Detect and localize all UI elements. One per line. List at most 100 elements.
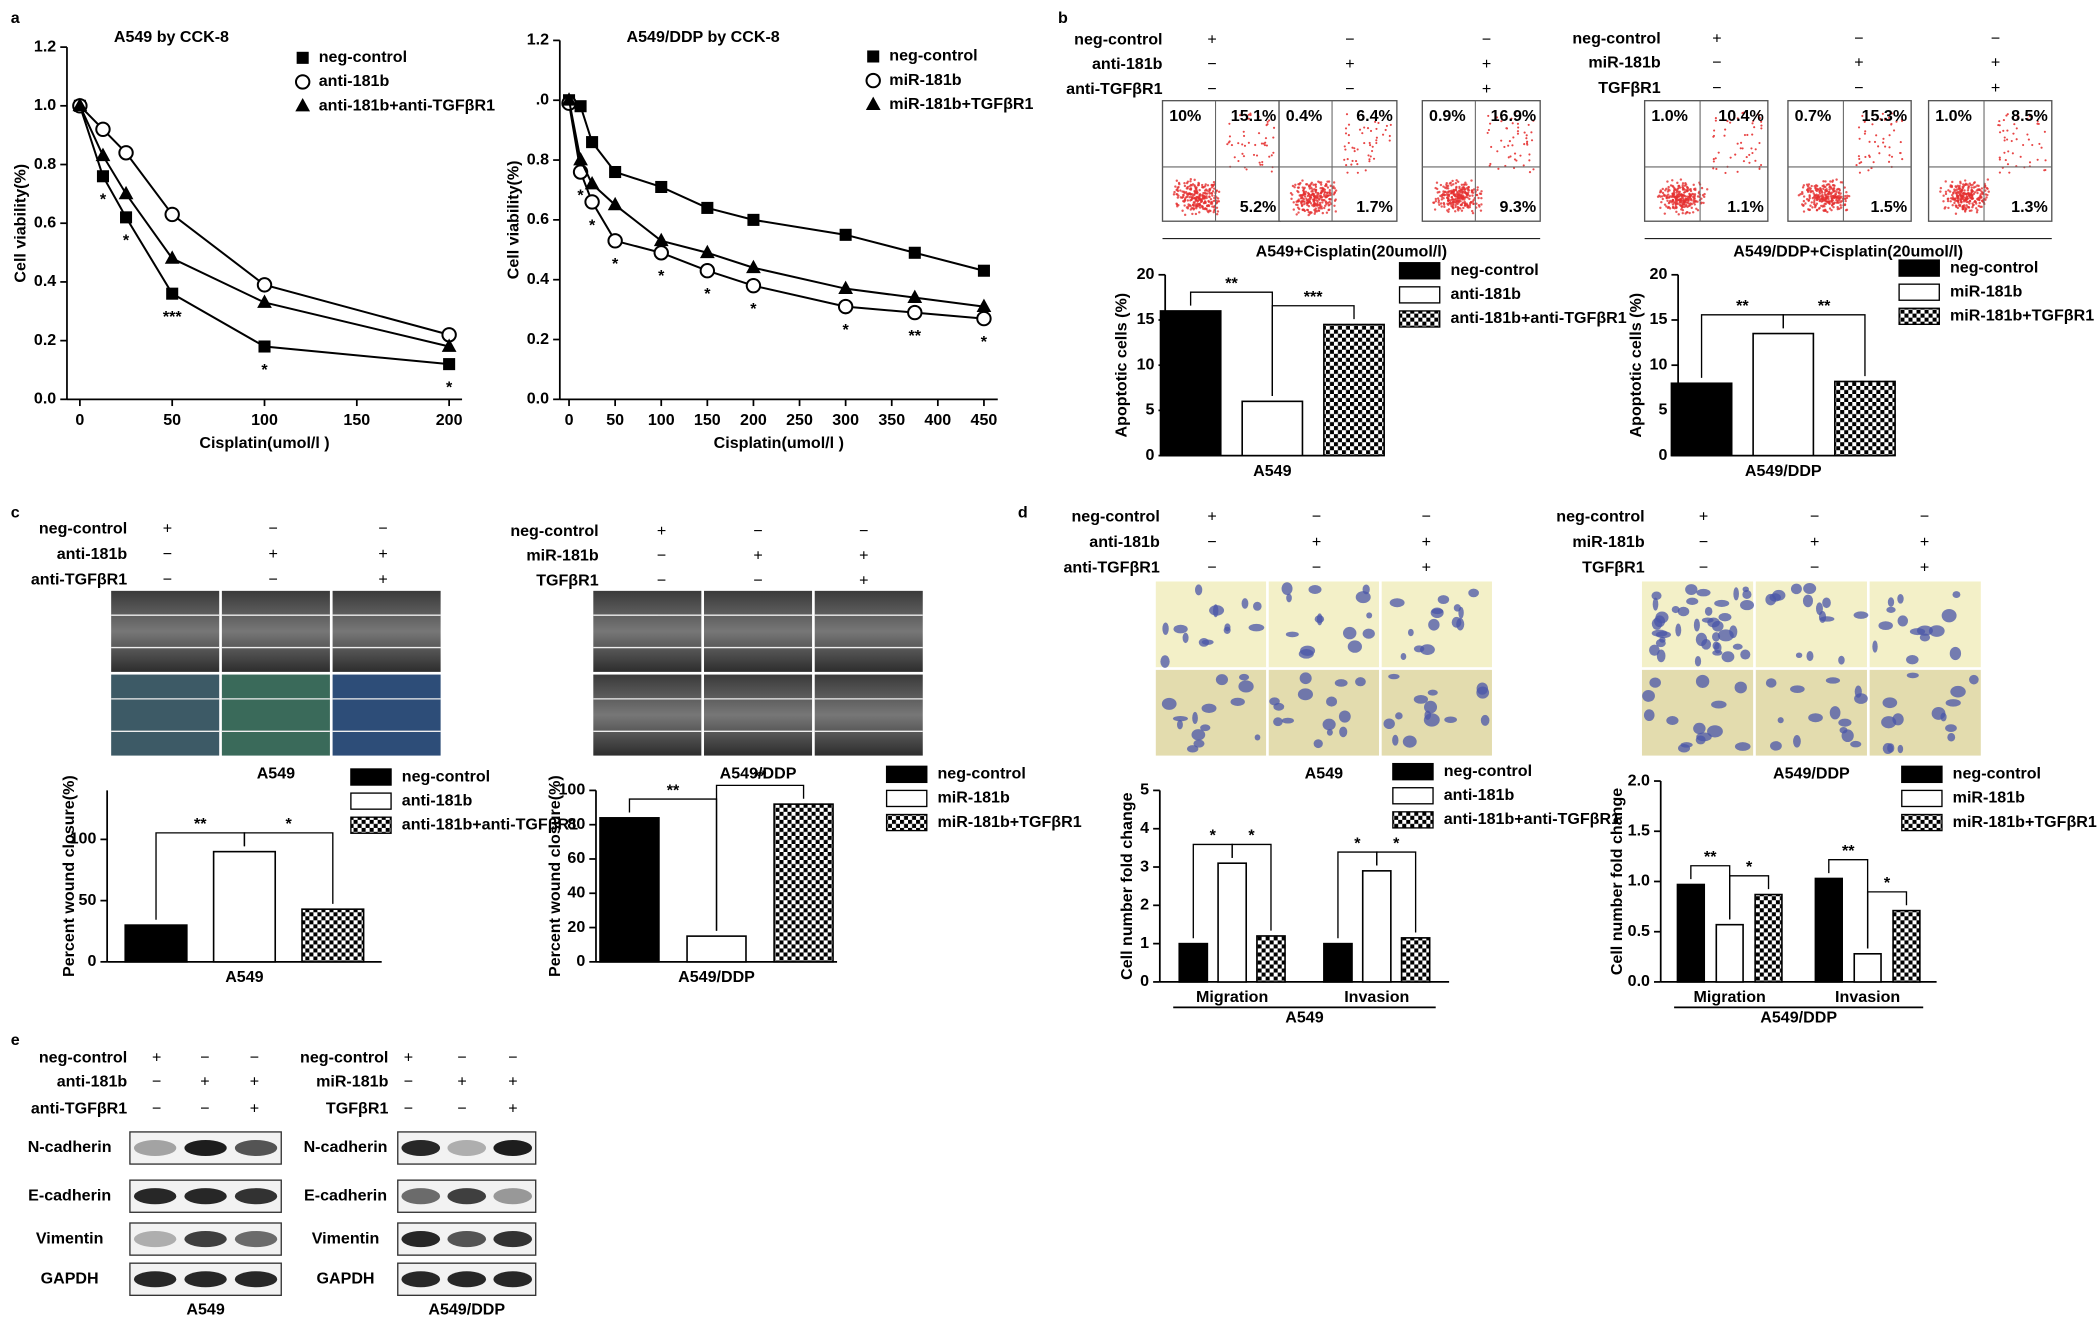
flow-dot (1958, 192, 1961, 195)
flow-dot (1683, 202, 1686, 206)
flow-dot (1734, 153, 1737, 156)
flow-dot (1751, 122, 1754, 125)
flow-dot (1328, 197, 1331, 201)
flow-dot (1468, 197, 1471, 201)
flow-dot (1477, 203, 1481, 207)
flow-dot (1320, 205, 1323, 208)
flow-dot (1196, 195, 1199, 199)
flow-dot (2019, 155, 2022, 158)
x-tick-label: 250 (786, 411, 813, 429)
x-tick-label: 100 (251, 411, 278, 429)
flow-dot (1195, 207, 1198, 210)
band (234, 1188, 278, 1205)
cell (1239, 673, 1250, 681)
bar (1676, 883, 1706, 983)
flow-dot (1844, 199, 1847, 203)
flow-dot (1209, 209, 1212, 213)
flow-dot (1688, 196, 1692, 199)
condition-mark: + (1312, 533, 1321, 551)
flow-dot (1510, 117, 1513, 120)
flow-dot (1947, 189, 1950, 192)
cell (1334, 679, 1348, 687)
flow-dot (1198, 193, 1201, 196)
cell (1686, 597, 1699, 606)
flow-dot (1183, 213, 1187, 217)
cell (1740, 600, 1755, 611)
flow-dot (1375, 136, 1378, 139)
cell (1675, 623, 1682, 637)
panel-label: a (11, 9, 21, 27)
flow-dot (1477, 196, 1480, 200)
flow-dot (1760, 127, 1763, 130)
flow-dot (1683, 199, 1687, 203)
cell (1161, 697, 1177, 710)
flow-dot (1528, 159, 1531, 162)
flow-dot (1681, 211, 1684, 215)
band (133, 1231, 177, 1248)
flow-dot (1696, 195, 1700, 198)
flow-dot (1997, 124, 2000, 127)
condition-label: anti-181b (57, 545, 128, 563)
flow-dot (1191, 212, 1194, 216)
band (401, 1271, 441, 1288)
flow-dot (1962, 207, 1965, 210)
flow-dot (1664, 194, 1667, 197)
flow-dot (1802, 210, 1806, 213)
condition-label: miR-181b (1572, 533, 1644, 551)
flow-dot (1313, 204, 1316, 208)
flow-dot (1471, 211, 1475, 215)
marker (653, 232, 669, 247)
legend-label: anti-181b+anti-TGFβR1 (319, 96, 495, 114)
flow-dot (1838, 199, 1841, 202)
flow-dot (1210, 192, 1214, 195)
flow-dot (1296, 199, 1299, 203)
flow-dot (1976, 208, 1979, 212)
cell (1342, 626, 1357, 640)
legend-label: miR-181b (1953, 789, 2025, 807)
y-tick-label: 20 (567, 918, 585, 936)
cell (1949, 646, 1962, 661)
flow-dot (1965, 204, 1968, 207)
flow-dot (1385, 124, 1388, 128)
flow-dot (1265, 144, 1268, 147)
flow-dot (1818, 190, 1821, 194)
cell (1192, 711, 1198, 725)
bar (1853, 953, 1882, 983)
flow-dot (1696, 209, 1700, 212)
quadrant-value: 16.9% (1491, 107, 1537, 125)
flow-dot (1468, 194, 1471, 198)
flow-dot (1671, 205, 1675, 209)
flow-dot (1965, 193, 1968, 196)
flow-dot (1968, 199, 1972, 203)
flow-dot (1456, 180, 1460, 183)
flow-dot (1228, 122, 1231, 125)
flow-dot (1507, 144, 1510, 147)
flow-dot (1685, 201, 1688, 204)
y-tick-label: 1 (1140, 934, 1149, 952)
quadrant-value: 1.3% (2011, 198, 2048, 216)
flow-dot (1457, 194, 1460, 197)
x-tick-label: 350 (878, 411, 905, 429)
flow-dot (1326, 191, 1329, 195)
flow-dot (1829, 192, 1833, 196)
flow-dot (1511, 122, 1514, 125)
flow-dot (1680, 198, 1683, 201)
legend-label: anti-181b (1450, 285, 1521, 303)
cell (1254, 734, 1261, 741)
micrograph (704, 590, 813, 672)
flow-dot (1443, 205, 1446, 209)
legend-label: miR-181b (1950, 282, 2022, 300)
flow-dot (1679, 178, 1683, 181)
y-tick-label: 0.2 (34, 331, 56, 349)
flow-dot (1371, 145, 1374, 148)
x-tick-label: Migration (1694, 988, 1766, 1006)
condition-mark: + (1345, 55, 1354, 73)
flow-dot (1257, 115, 1260, 118)
flow-dot (1954, 212, 1958, 215)
flow-dot (1334, 198, 1337, 201)
quadrant-value: 1.0% (1935, 107, 1972, 125)
y-tick-label: 20 (1650, 265, 1668, 283)
flow-dot (1261, 160, 1264, 164)
flow-dot (1951, 204, 1954, 207)
